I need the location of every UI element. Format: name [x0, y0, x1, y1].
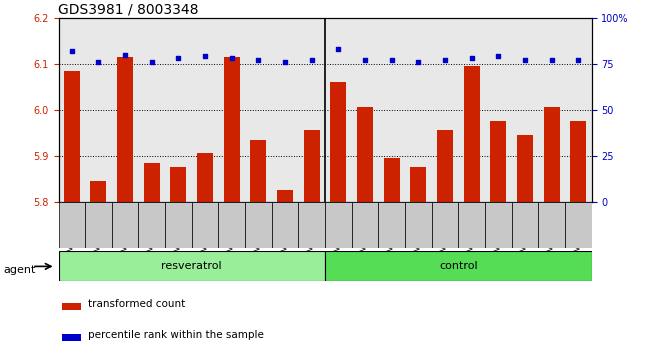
- Point: [173, 55, 184, 61]
- Bar: [517, 135, 533, 202]
- Point: [307, 57, 317, 63]
- Text: control: control: [439, 261, 478, 272]
- Bar: [245, 202, 272, 248]
- Bar: [170, 167, 187, 202]
- Bar: [197, 154, 213, 202]
- Point: [439, 57, 450, 63]
- Point: [94, 59, 104, 65]
- Bar: [352, 202, 378, 248]
- Point: [386, 57, 396, 63]
- Bar: [298, 202, 325, 248]
- Point: [520, 57, 530, 63]
- Bar: [165, 202, 192, 248]
- Text: resveratrol: resveratrol: [161, 261, 222, 272]
- Bar: [384, 158, 400, 202]
- Bar: [218, 202, 245, 248]
- Bar: [58, 202, 85, 248]
- Bar: [437, 131, 453, 202]
- Bar: [325, 251, 592, 281]
- Point: [120, 52, 130, 57]
- Point: [547, 57, 557, 63]
- Bar: [357, 108, 373, 202]
- Text: percentile rank within the sample: percentile rank within the sample: [88, 330, 264, 340]
- Bar: [410, 167, 426, 202]
- Bar: [304, 131, 320, 202]
- Bar: [485, 202, 512, 248]
- Bar: [90, 181, 107, 202]
- Point: [254, 57, 264, 63]
- Point: [467, 55, 477, 61]
- Bar: [62, 303, 81, 310]
- Bar: [85, 202, 112, 248]
- Bar: [490, 121, 506, 202]
- Bar: [192, 202, 218, 248]
- Bar: [62, 334, 81, 341]
- Bar: [432, 202, 458, 248]
- Text: transformed count: transformed count: [88, 299, 185, 309]
- Bar: [224, 57, 240, 202]
- Bar: [112, 202, 138, 248]
- Bar: [325, 202, 352, 248]
- Bar: [138, 202, 165, 248]
- Bar: [378, 202, 405, 248]
- Bar: [458, 202, 485, 248]
- Bar: [250, 140, 266, 202]
- Point: [360, 57, 370, 63]
- Bar: [405, 202, 432, 248]
- Bar: [58, 251, 325, 281]
- Text: agent: agent: [3, 265, 36, 275]
- Bar: [463, 66, 480, 202]
- Bar: [538, 202, 565, 248]
- Bar: [144, 163, 160, 202]
- Bar: [570, 121, 586, 202]
- Text: GDS3981 / 8003348: GDS3981 / 8003348: [58, 2, 199, 17]
- Bar: [277, 190, 293, 202]
- Point: [200, 53, 211, 59]
- Point: [67, 48, 77, 54]
- Point: [147, 59, 157, 65]
- Bar: [272, 202, 298, 248]
- Point: [280, 59, 291, 65]
- Bar: [565, 202, 592, 248]
- Point: [333, 46, 343, 52]
- Bar: [543, 108, 560, 202]
- Point: [413, 59, 424, 65]
- Bar: [117, 57, 133, 202]
- Bar: [512, 202, 538, 248]
- Bar: [64, 71, 80, 202]
- Point: [573, 57, 584, 63]
- Point: [493, 53, 504, 59]
- Bar: [330, 82, 346, 202]
- Point: [227, 55, 237, 61]
